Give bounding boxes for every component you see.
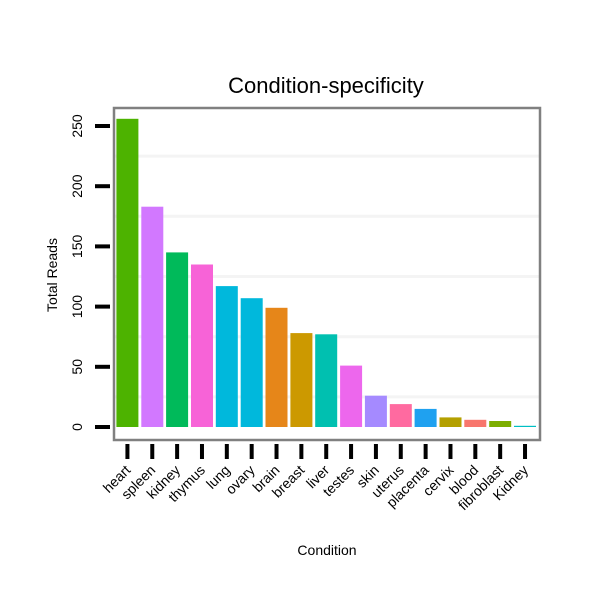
bar-brain xyxy=(265,307,288,427)
bar-lung xyxy=(215,286,238,427)
y-axis-label: Total Reads xyxy=(44,238,60,312)
y-axis: 0 50 100 150 200 250 xyxy=(69,114,110,431)
bar-thymus xyxy=(191,264,213,427)
bar-blood xyxy=(464,419,487,427)
y-tick-label: 0 xyxy=(69,423,85,431)
bars-group xyxy=(116,118,536,428)
bar-heart xyxy=(116,118,139,428)
bar-uterus xyxy=(389,404,412,427)
y-tick-label: 250 xyxy=(69,114,85,138)
bar-spleen xyxy=(141,206,164,427)
bar-kidney xyxy=(166,252,189,427)
y-tick-label: 200 xyxy=(69,174,85,198)
bar-liver xyxy=(315,334,338,427)
x-axis-label: Condition xyxy=(297,542,356,558)
plot-panel xyxy=(112,106,542,442)
y-tick-label: 150 xyxy=(69,235,85,259)
bar-skin xyxy=(364,395,387,427)
y-tick-label: 50 xyxy=(69,359,85,375)
bar-placenta xyxy=(414,408,437,427)
x-axis: heartspleenkidneythymuslungovarybrainbre… xyxy=(100,444,531,513)
bar-ovary xyxy=(240,298,263,427)
bar-breast xyxy=(290,333,313,427)
bar-kidney xyxy=(514,425,536,427)
y-tick-label: 100 xyxy=(69,295,85,319)
bar-testes xyxy=(340,365,363,427)
chart-title: Condition-specificity xyxy=(228,73,424,98)
bar-cervix xyxy=(439,417,462,427)
bar-fibroblast xyxy=(489,421,512,427)
